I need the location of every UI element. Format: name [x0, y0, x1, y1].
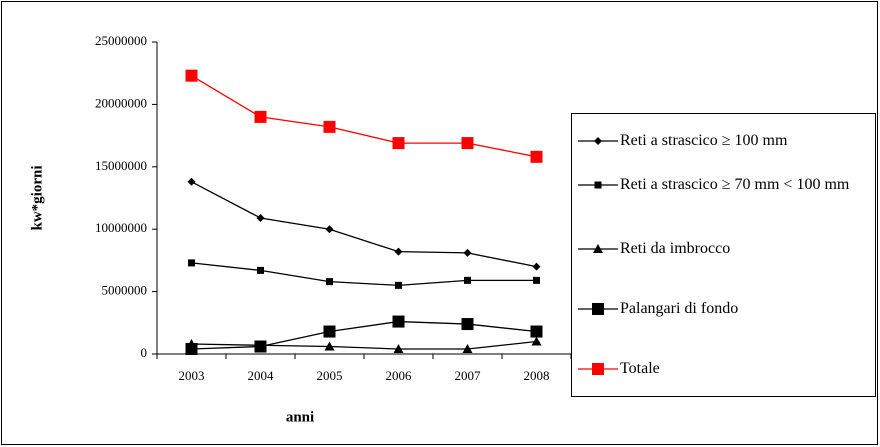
- legend-symbol: [578, 303, 618, 315]
- marker: [256, 213, 265, 222]
- legend: Reti a strascico ≥ 100 mm Reti a strascic…: [571, 113, 876, 397]
- x-tick-label: 2007: [455, 368, 482, 383]
- legend-label: Reti a strascico ≥ 100 mm: [620, 132, 788, 149]
- y-tick-label: 25000000: [95, 33, 147, 48]
- marker: [461, 137, 474, 150]
- x-tick-label: 2003: [179, 368, 205, 383]
- y-tick-label: 15000000: [95, 158, 147, 173]
- marker: [593, 244, 603, 253]
- marker: [530, 325, 543, 338]
- marker: [187, 177, 196, 186]
- marker: [464, 276, 471, 284]
- x-axis-label: anni: [286, 409, 314, 425]
- marker: [323, 325, 336, 338]
- marker: [326, 278, 333, 286]
- series-line: [191, 181, 537, 268]
- marker: [531, 336, 542, 346]
- marker: [323, 120, 336, 133]
- y-axis-label: kw*giorni: [29, 165, 45, 230]
- legend-item: Palangari di fondo: [576, 298, 872, 319]
- marker: [185, 69, 198, 82]
- legend-label: Reti da imbrocco: [620, 240, 731, 257]
- marker: [393, 344, 404, 354]
- marker: [594, 137, 602, 145]
- marker: [530, 150, 543, 163]
- legend-item: Reti da imbrocco: [576, 238, 872, 259]
- marker: [394, 247, 403, 256]
- legend-symbol: [578, 363, 618, 375]
- x-tick-label: 2005: [317, 368, 343, 383]
- marker: [188, 259, 195, 267]
- legend-item: Reti a strascico ≥ 70 mm < 100 mm: [576, 174, 872, 195]
- marker: [254, 340, 267, 353]
- marker: [395, 281, 402, 289]
- marker: [257, 266, 264, 274]
- legend-label: Reti a strascico ≥ 70 mm < 100 mm: [620, 176, 850, 193]
- marker: [325, 225, 334, 234]
- legend-symbol: [578, 137, 618, 145]
- legend-symbol: [578, 181, 618, 189]
- x-tick-label: 2008: [524, 368, 550, 383]
- legend-label: Palangari di fondo: [620, 300, 739, 317]
- series-line: [191, 75, 537, 158]
- legend-item: Reti a strascico ≥ 100 mm: [576, 130, 872, 151]
- marker: [254, 110, 267, 123]
- marker: [533, 276, 540, 284]
- series-line: [191, 320, 537, 350]
- marker: [392, 315, 405, 328]
- marker: [592, 363, 604, 375]
- marker: [532, 262, 541, 271]
- marker: [594, 181, 602, 189]
- series-line: [191, 340, 537, 350]
- y-tick-label: 20000000: [95, 95, 147, 110]
- marker: [324, 341, 335, 351]
- y-tick-label: 10000000: [95, 220, 147, 235]
- x-tick-label: 2006: [386, 368, 413, 383]
- marker: [462, 344, 473, 354]
- legend-symbol: [578, 244, 618, 253]
- x-tick-label: 2004: [248, 368, 275, 383]
- marker: [463, 248, 472, 257]
- marker: [185, 343, 198, 356]
- y-tick-label: 5000000: [102, 283, 148, 298]
- marker: [461, 318, 474, 331]
- legend-item: Totale: [576, 358, 872, 379]
- series-line: [191, 262, 537, 287]
- marker: [392, 137, 405, 150]
- marker: [592, 303, 604, 315]
- y-tick-label: 0: [141, 345, 148, 360]
- legend-label: Totale: [620, 360, 660, 377]
